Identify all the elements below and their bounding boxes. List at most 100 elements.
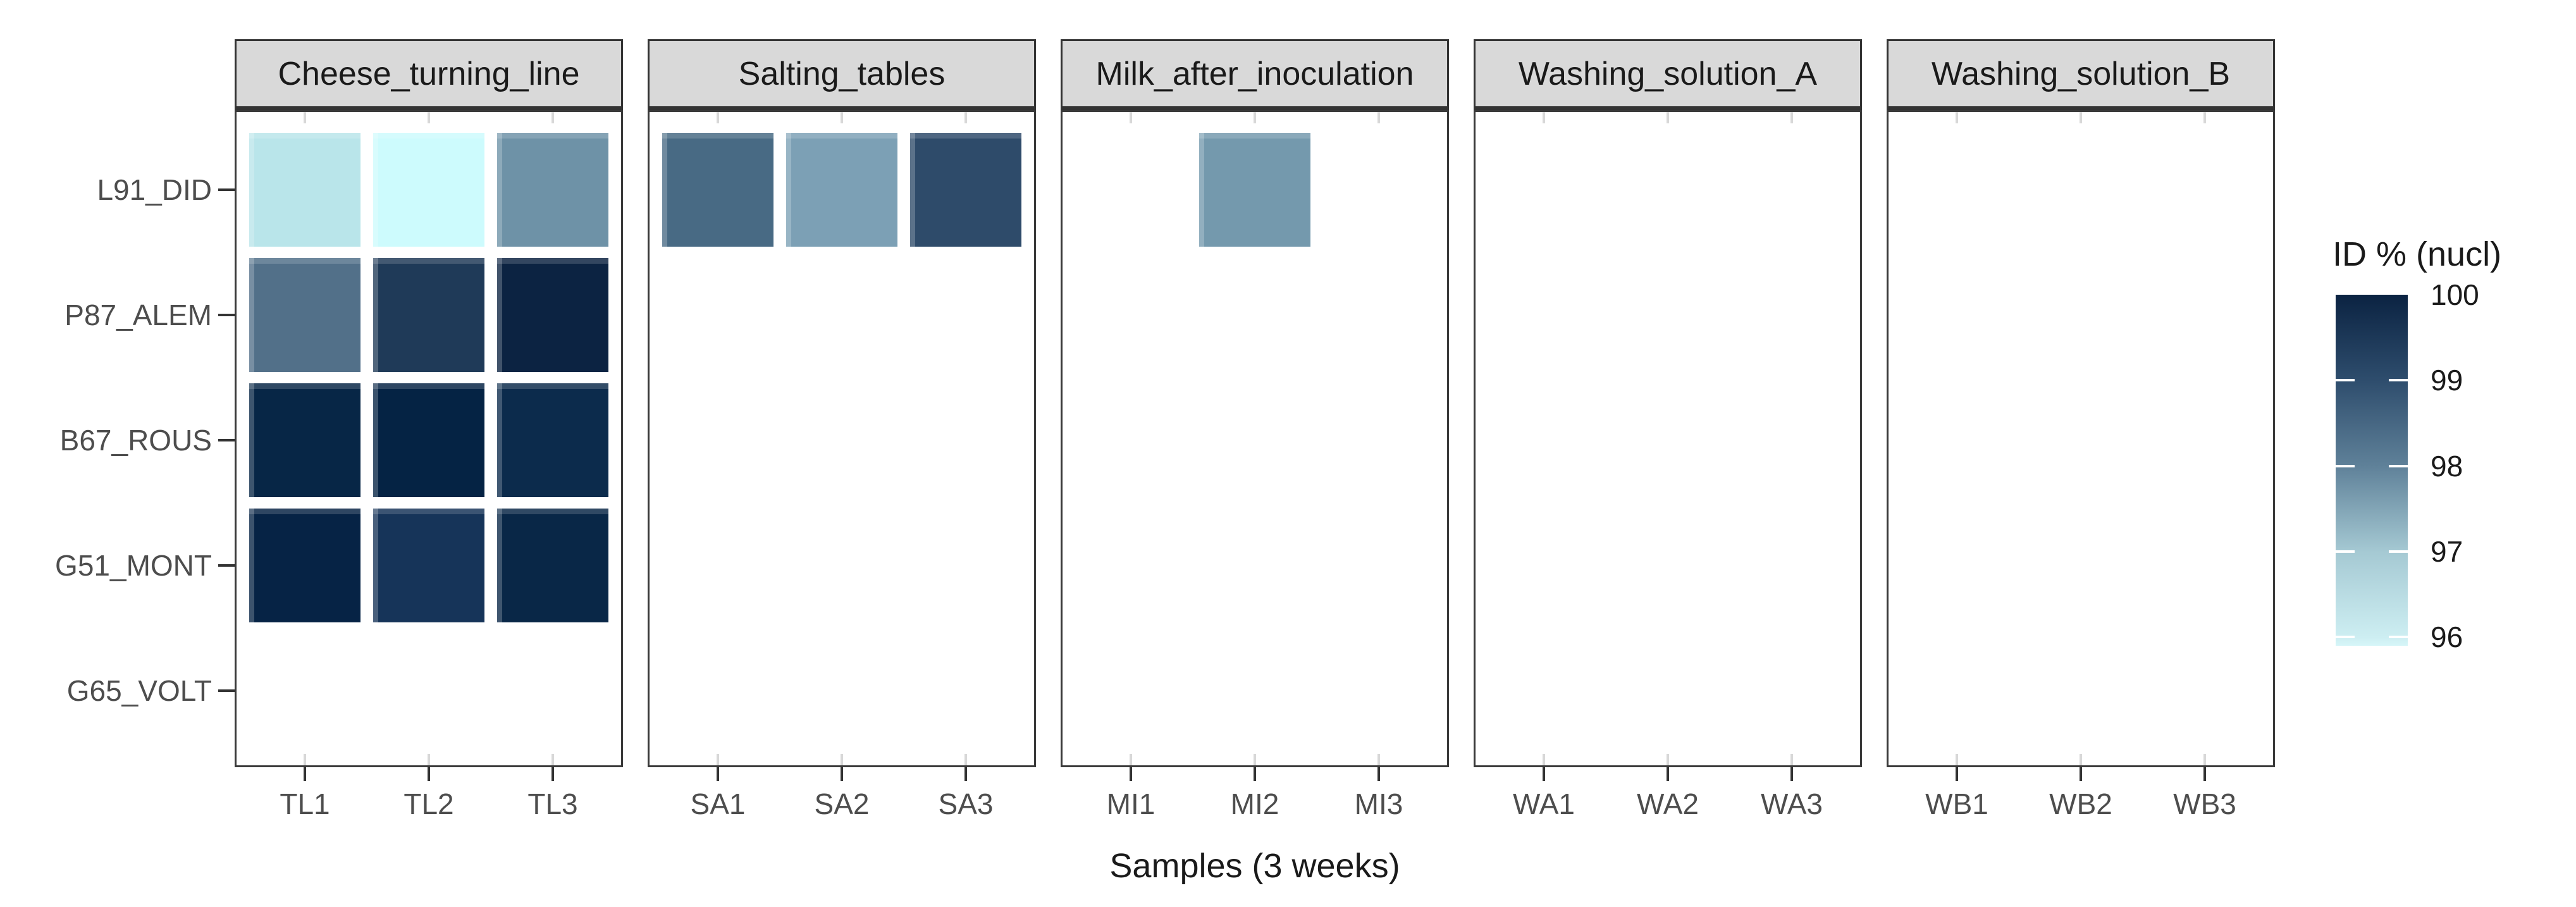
- x-axis-tick: [2080, 767, 2082, 781]
- panel-top-tick: [841, 112, 843, 123]
- facet-strip: Cheese_turning_line: [235, 39, 623, 110]
- x-axis-tick: [1377, 767, 1380, 781]
- x-axis-tick: [1790, 767, 1793, 781]
- legend-tick-mark: [2336, 379, 2355, 382]
- facet-strip-label: Milk_after_inoculation: [1095, 55, 1414, 92]
- x-axis-tick: [1667, 767, 1669, 781]
- panel-top-tick: [428, 112, 430, 123]
- panel-bottom-inner-tick: [1377, 754, 1380, 765]
- legend-tick-label: 96: [2431, 620, 2463, 654]
- legend-tick-mark: [2389, 379, 2408, 382]
- heatmap-tile: [497, 383, 608, 497]
- y-tick-label: P87_ALEM: [65, 299, 212, 331]
- legend-tick-mark: [2389, 636, 2408, 639]
- x-axis-tick: [1130, 767, 1132, 781]
- heatmap-tile: [249, 258, 361, 372]
- facet-strip-label: Washing_solution_A: [1518, 55, 1818, 92]
- panel-top-tick: [1667, 112, 1669, 123]
- legend-colorbar: [2336, 295, 2408, 646]
- x-tick-label: WA2: [1637, 787, 1699, 820]
- legend-tick-mark: [2336, 464, 2355, 467]
- panel-top-tick: [1130, 112, 1132, 123]
- panel-bottom-inner-tick: [1130, 754, 1132, 765]
- heatmap-tile: [497, 509, 608, 622]
- x-axis-tick: [2203, 767, 2206, 781]
- legend-tick-mark: [2336, 550, 2355, 553]
- x-axis-tick: [428, 767, 430, 781]
- x-tick-label: TL1: [280, 787, 330, 820]
- panel-top-tick: [1790, 112, 1793, 123]
- x-tick-label: WB2: [2049, 787, 2112, 820]
- legend-tick-label: 99: [2431, 364, 2463, 397]
- facet-strip-label: Salting_tables: [738, 55, 946, 92]
- x-axis-tick: [1254, 767, 1256, 781]
- legend-title: ID % (nucl): [2333, 235, 2502, 273]
- panel-bottom-inner-tick: [428, 754, 430, 765]
- panel-top-tick: [304, 112, 306, 123]
- x-tick-label: SA2: [814, 787, 870, 820]
- heatmap-tile: [910, 133, 1021, 247]
- heatmap-tile: [786, 133, 897, 247]
- legend-tick-mark: [2336, 636, 2355, 639]
- y-axis-tick: [218, 314, 235, 316]
- panel-top-tick: [2203, 112, 2206, 123]
- y-tick-label: G51_MONT: [55, 549, 212, 582]
- panel-top-tick: [964, 112, 967, 123]
- panel-top-tick: [1956, 112, 1958, 123]
- panel-bottom-inner-tick: [841, 754, 843, 765]
- panel-top-tick: [2080, 112, 2082, 123]
- heatmap-tile: [1199, 133, 1310, 247]
- x-tick-label: TL3: [527, 787, 578, 820]
- panel-bottom-inner-tick: [1956, 754, 1958, 765]
- facet-panel: [1887, 110, 2275, 767]
- x-tick-label: MI3: [1354, 787, 1403, 820]
- panel-bottom-inner-tick: [1543, 754, 1545, 765]
- y-axis-tick: [218, 689, 235, 692]
- heatmap-tile: [373, 383, 484, 497]
- legend-tick-mark: [2389, 464, 2408, 467]
- y-tick-label: G65_VOLT: [66, 674, 212, 707]
- facet-strip: Salting_tables: [648, 39, 1036, 110]
- x-axis-tick: [304, 767, 306, 781]
- x-axis-tick: [841, 767, 843, 781]
- panel-top-tick: [1543, 112, 1545, 123]
- heatmap-tile: [662, 133, 773, 247]
- y-axis-tick: [218, 439, 235, 441]
- facet-panel: [1474, 110, 1862, 767]
- legend-tick-label: 97: [2431, 535, 2463, 569]
- x-axis-tick: [552, 767, 554, 781]
- heatmap-tile: [249, 509, 361, 622]
- x-tick-label: SA3: [938, 787, 994, 820]
- x-tick-label: WB1: [1925, 787, 1988, 820]
- x-tick-label: MI1: [1106, 787, 1156, 820]
- y-axis-tick: [218, 188, 235, 191]
- facet-strip-label: Washing_solution_B: [1931, 55, 2231, 92]
- x-tick-label: WB3: [2173, 787, 2236, 820]
- heatmap-tile: [373, 133, 484, 247]
- panel-bottom-inner-tick: [2080, 754, 2082, 765]
- panel-bottom-inner-tick: [964, 754, 967, 765]
- x-axis-tick: [1543, 767, 1545, 781]
- heatmap-tile: [373, 258, 484, 372]
- panel-bottom-inner-tick: [1667, 754, 1669, 765]
- heatmap-tile: [249, 383, 361, 497]
- x-axis-tick: [1956, 767, 1958, 781]
- heatmap-tile: [373, 509, 484, 622]
- x-axis-title: Samples (3 weeks): [1109, 847, 1400, 885]
- panel-bottom-inner-tick: [2203, 754, 2206, 765]
- x-tick-label: SA1: [690, 787, 746, 820]
- heatmap-tile: [497, 258, 608, 372]
- panel-bottom-inner-tick: [1254, 754, 1256, 765]
- legend-tick-label: 98: [2431, 449, 2463, 483]
- facet-strip: Washing_solution_B: [1887, 39, 2275, 110]
- x-tick-label: MI2: [1230, 787, 1279, 820]
- panel-bottom-inner-tick: [717, 754, 719, 765]
- panel-top-tick: [552, 112, 554, 123]
- panel-bottom-inner-tick: [304, 754, 306, 765]
- x-axis-tick: [964, 767, 967, 781]
- facet-strip: Washing_solution_A: [1474, 39, 1862, 110]
- panel-top-tick: [1377, 112, 1380, 123]
- legend-tick-mark: [2389, 550, 2408, 553]
- heatmap-tile: [249, 133, 361, 247]
- facet-strip: Milk_after_inoculation: [1061, 39, 1449, 110]
